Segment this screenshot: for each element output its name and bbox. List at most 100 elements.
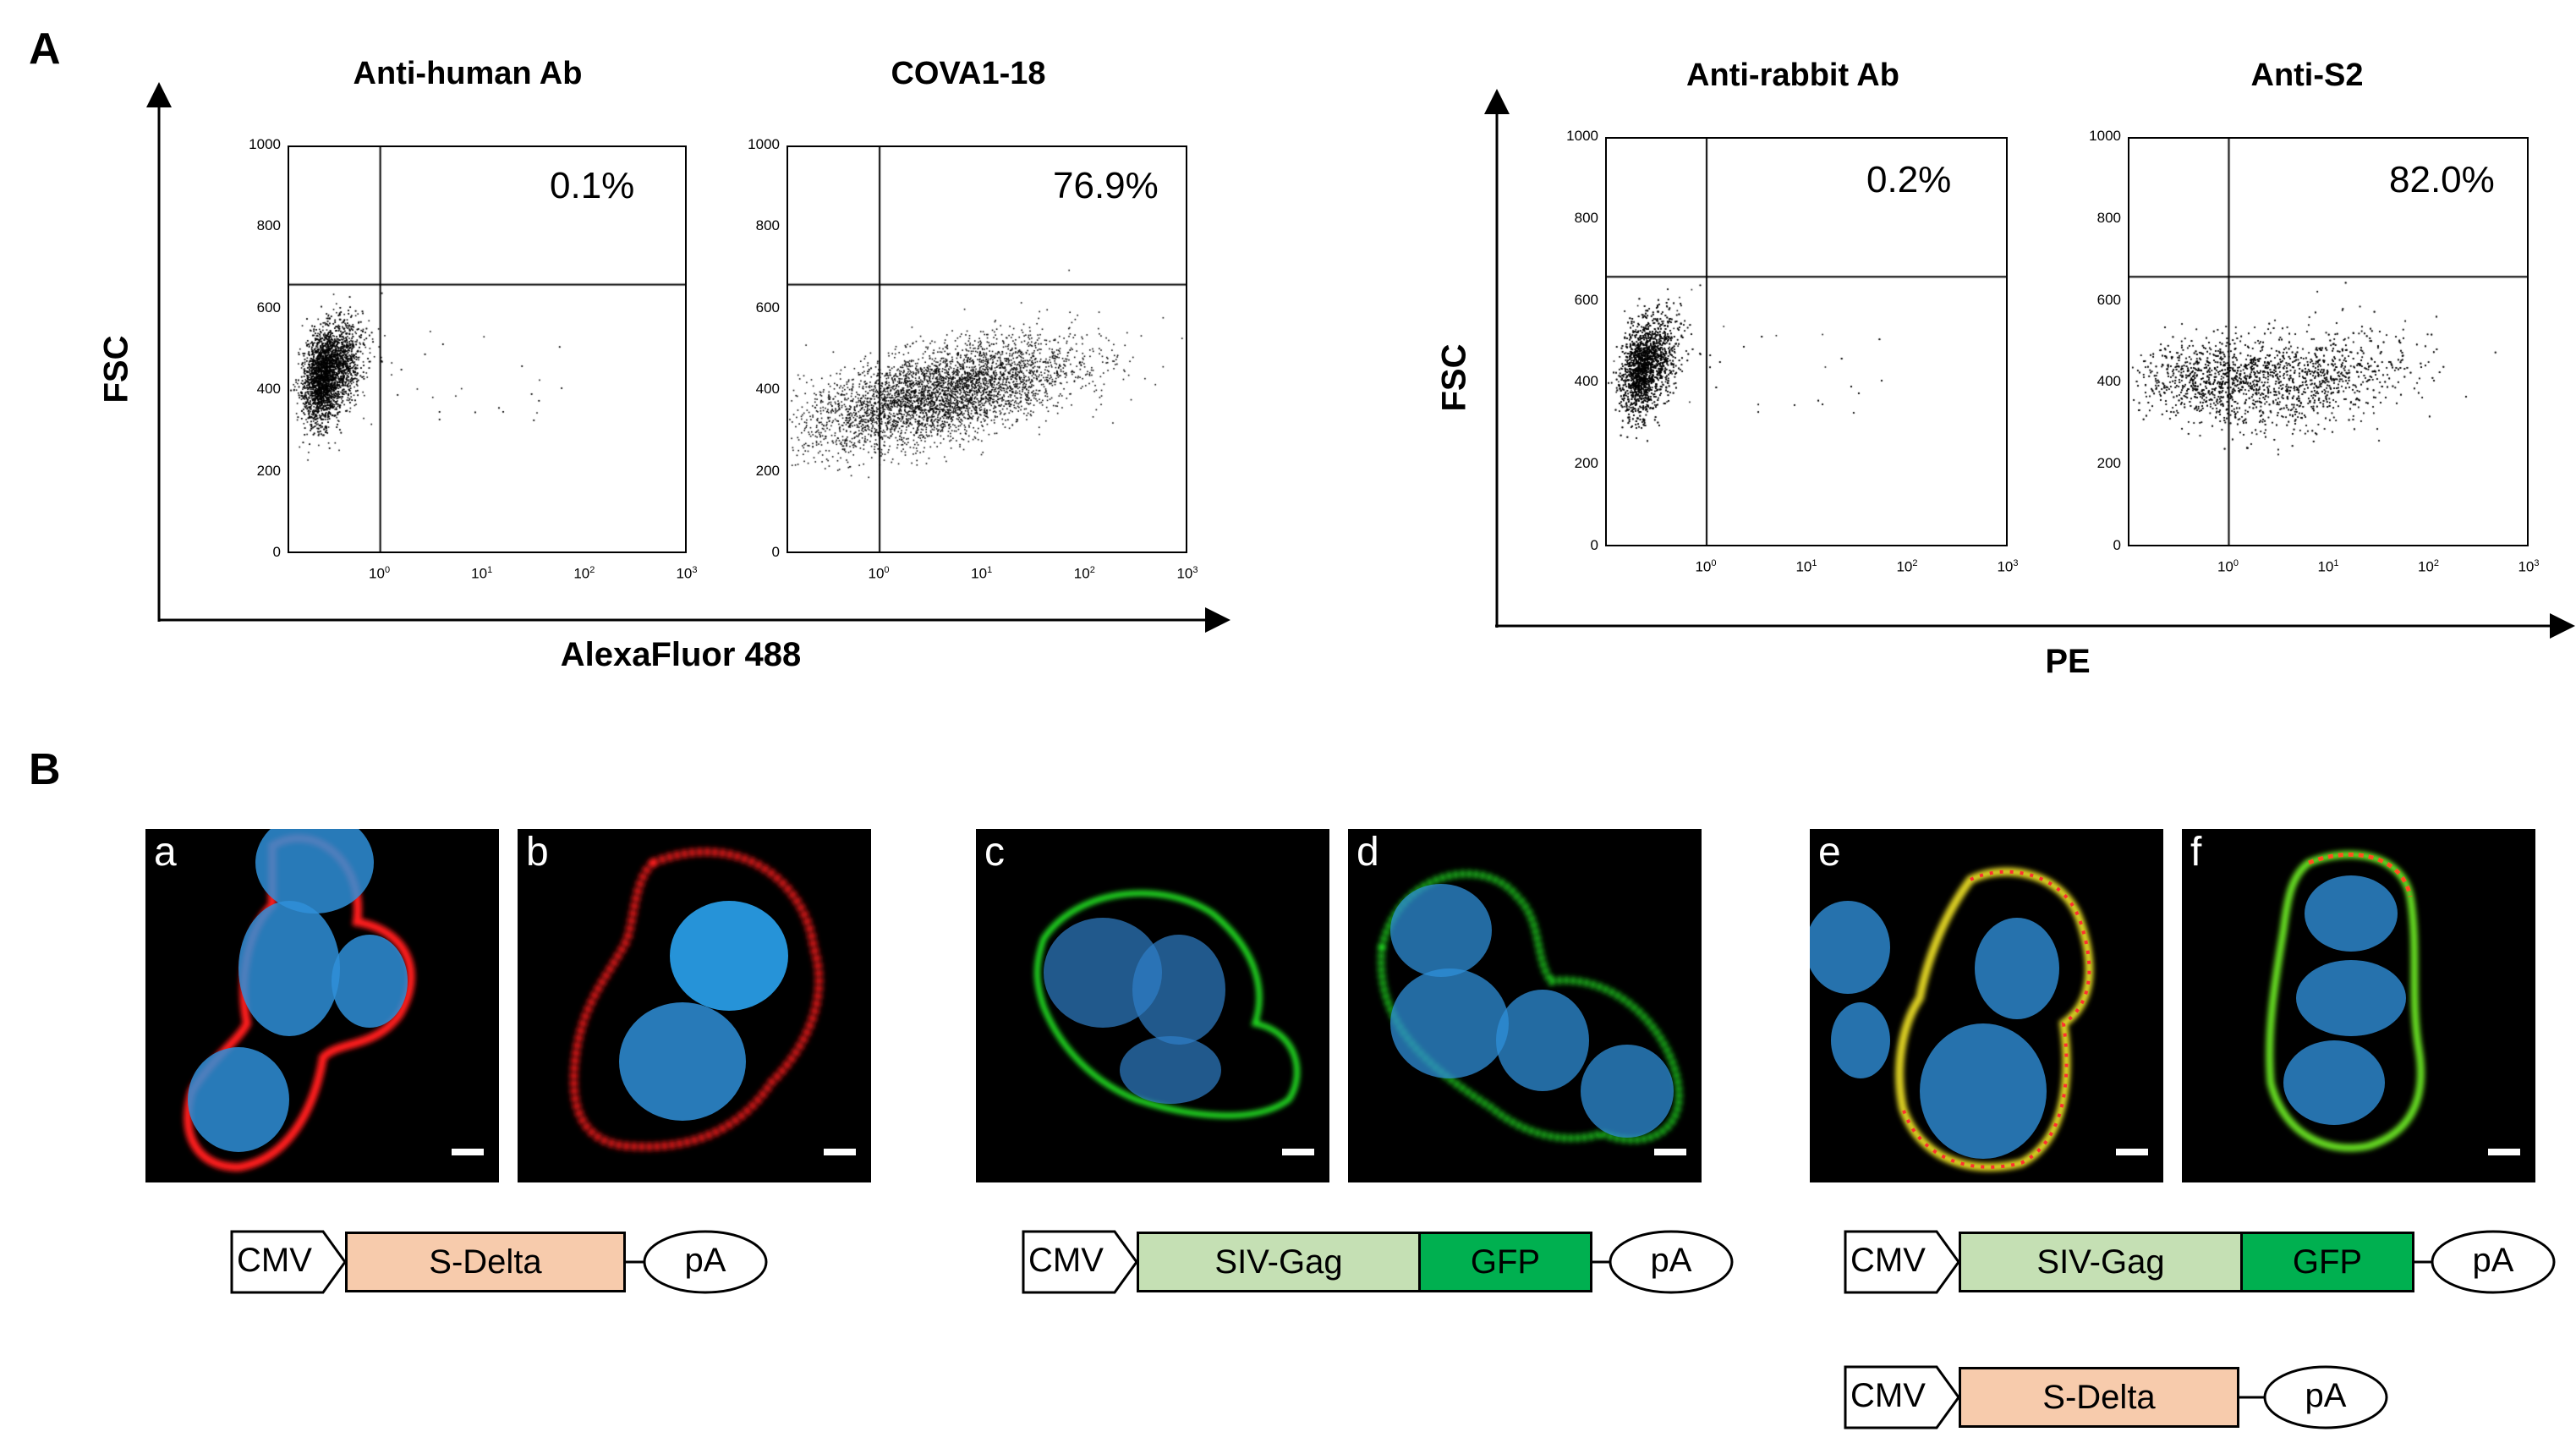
cmv-promoter-shape: [1844, 1230, 1960, 1294]
panel-a-outer-axes: [146, 82, 2575, 639]
cmv-promoter-shape: [1844, 1365, 1960, 1429]
cmv-label: CMV: [1850, 1242, 1926, 1279]
pa-label: pA: [1650, 1242, 1692, 1279]
micrograph-e-label: e: [1818, 830, 1841, 875]
y-tick-label: 800: [1574, 209, 1598, 226]
x-tick-label: 102: [1896, 558, 1918, 575]
s-delta-gene-box: S-Delta: [1959, 1367, 2239, 1428]
micrograph-b: b: [518, 829, 871, 1182]
micrograph-e-scalebar: [2116, 1149, 2148, 1155]
flow-plot-anti-human: [288, 145, 687, 553]
micrograph-f-label: f: [2190, 830, 2202, 875]
flow-scatter-anti-human: [289, 147, 685, 551]
pa-signal-shape: [2431, 1230, 2556, 1294]
micrograph-b-image: [569, 848, 824, 1151]
cmv-promoter-shape: [230, 1230, 347, 1294]
left-group-y-label: FSC: [97, 335, 135, 403]
panel-b-letter: B: [29, 745, 61, 794]
x-tick-label: 100: [868, 565, 890, 582]
construct-siv-gag-gfp-1: CMV SIV-Gag GFP pA: [1022, 1228, 1740, 1296]
x-tick-label: 101: [1795, 558, 1817, 575]
flow-scatter-anti-rabbit: [1607, 139, 2006, 545]
x-tick-label: 103: [1176, 565, 1198, 582]
micrograph-e-image: [1810, 867, 2094, 1171]
cmv-label: CMV: [1850, 1377, 1926, 1414]
y-tick-label: 800: [256, 217, 281, 234]
x-tick-label: 102: [2417, 558, 2440, 575]
percent-anti-rabbit: 0.2%: [1866, 159, 1952, 200]
x-tick-label: 103: [676, 565, 698, 582]
x-tick-label: 103: [2518, 558, 2540, 575]
pa-signal-shape: [1609, 1230, 1734, 1294]
micrograph-a: a: [145, 829, 499, 1182]
y-tick-label: 0: [771, 544, 780, 560]
left-group-x-label: AlexaFluor 488: [560, 636, 802, 673]
panel-a-letter: A: [29, 25, 61, 74]
percent-anti-s2: 82.0%: [2389, 159, 2495, 200]
cmv-label: CMV: [237, 1242, 312, 1279]
micrograph-a-label: a: [154, 830, 177, 875]
pa-label: pA: [2472, 1242, 2514, 1279]
micrograph-f: f: [2182, 829, 2535, 1182]
micrograph-b-scalebar: [824, 1149, 856, 1155]
y-tick-label: 1000: [2089, 128, 2121, 144]
y-tick-label: 800: [755, 217, 780, 234]
y-tick-label: 0: [1590, 537, 1598, 553]
x-tick-label: 101: [471, 565, 493, 582]
micrograph-d-image: [1377, 870, 1683, 1144]
x-tick-label: 100: [369, 565, 391, 582]
cmv-label: CMV: [1028, 1242, 1104, 1279]
micrograph-a-scalebar: [452, 1149, 484, 1155]
y-tick-label: 200: [1574, 455, 1598, 472]
flow-plot-cova1-18: [787, 145, 1187, 553]
micrograph-e: e: [1810, 829, 2163, 1182]
micrograph-c: c: [976, 829, 1329, 1182]
y-tick-label: 600: [2096, 291, 2121, 308]
y-tick-label: 600: [256, 299, 281, 315]
flow-plot-anti-s2: [2128, 137, 2529, 546]
y-tick-label: 1000: [249, 136, 281, 152]
gfp-gene-box: GFP: [1418, 1232, 1592, 1292]
plot-title-anti-rabbit: Anti-rabbit Ab: [1686, 58, 1899, 93]
y-tick-label: 200: [256, 462, 281, 479]
y-tick-label: 200: [755, 462, 780, 479]
y-tick-label: 200: [2096, 455, 2121, 472]
construct-s-delta-2: CMV S-Delta pA: [1844, 1363, 2402, 1431]
x-tick-label: 100: [2217, 558, 2239, 575]
y-tick-label: 1000: [748, 136, 780, 152]
cmv-promoter-shape: [1022, 1230, 1138, 1294]
y-tick-label: 800: [2096, 209, 2121, 226]
plot-title-cova1-18: COVA1-18: [891, 56, 1046, 91]
percent-anti-human: 0.1%: [550, 165, 635, 206]
siv-gag-gene-box: SIV-Gag: [1959, 1232, 2243, 1292]
y-tick-label: 400: [755, 381, 780, 398]
pa-signal-shape: [643, 1230, 768, 1294]
y-tick-label: 0: [272, 544, 281, 560]
micrograph-c-scalebar: [1282, 1149, 1314, 1155]
micrograph-d-label: d: [1357, 830, 1379, 875]
construct-s-delta-1: CMV S-Delta pA: [230, 1228, 771, 1296]
micrograph-c-label: c: [984, 830, 1005, 875]
right-group-y-label: FSC: [1435, 343, 1473, 412]
x-tick-label: 102: [573, 565, 595, 582]
x-tick-label: 101: [971, 565, 993, 582]
micrograph-d: d: [1348, 829, 1702, 1182]
x-tick-label: 102: [1073, 565, 1095, 582]
micrograph-a-image: [184, 829, 415, 1172]
micrograph-f-scalebar: [2488, 1149, 2520, 1155]
y-tick-label: 0: [2113, 537, 2121, 553]
y-tick-label: 400: [1574, 373, 1598, 390]
x-tick-label: 100: [1695, 558, 1717, 575]
percent-cova1-18: 76.9%: [1053, 165, 1159, 206]
x-tick-label: 103: [1997, 558, 2019, 575]
plot-title-anti-human: Anti-human Ab: [353, 56, 583, 91]
pa-label: pA: [2305, 1377, 2347, 1414]
y-tick-label: 400: [2096, 373, 2121, 390]
siv-gag-gene-box: SIV-Gag: [1137, 1232, 1421, 1292]
plot-title-anti-s2: Anti-S2: [2250, 58, 2364, 93]
micrograph-b-label: b: [526, 830, 549, 875]
gfp-gene-box: GFP: [2240, 1232, 2414, 1292]
flow-plot-anti-rabbit: [1605, 137, 2008, 546]
y-tick-label: 600: [755, 299, 780, 315]
micrograph-f-image: [2266, 850, 2425, 1152]
